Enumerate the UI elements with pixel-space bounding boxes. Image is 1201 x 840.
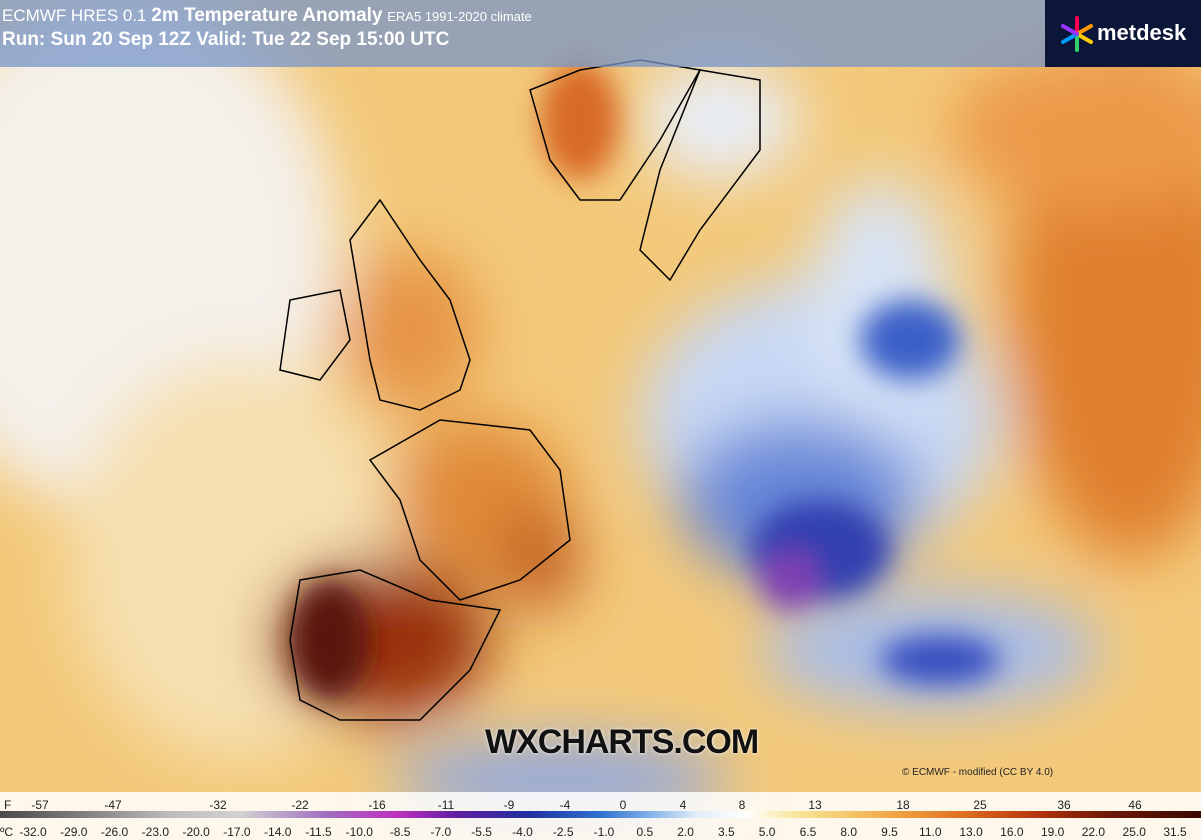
- f-label: -57: [31, 798, 49, 812]
- header-line: ECMWF HRES 0.1 2m Temperature Anomaly ER…: [2, 5, 532, 27]
- c-label: 11.0: [919, 825, 942, 839]
- f-label: 13: [808, 798, 822, 812]
- c-label: 31.5: [1163, 825, 1187, 839]
- c-label: 6.5: [799, 825, 817, 839]
- f-label: -11: [437, 798, 455, 812]
- logo: metdesk: [1045, 0, 1201, 67]
- c-label: -10.0: [345, 825, 373, 839]
- c-label: -20.0: [182, 825, 210, 839]
- f-label: -16: [368, 798, 386, 812]
- run-info: Run: Sun 20 Sep 12Z Valid: Tue 22 Sep 15…: [2, 29, 450, 50]
- c-label: 16.0: [1000, 825, 1024, 839]
- c-label: -23.0: [141, 825, 170, 839]
- c-label: -7.0: [430, 825, 452, 839]
- c-label: -2.5: [552, 825, 574, 839]
- logo-icon: [1061, 16, 1093, 52]
- logo-text: metdesk: [1097, 20, 1187, 45]
- c-label: 25.0: [1122, 825, 1146, 839]
- c-label: -8.5: [389, 825, 411, 839]
- f-label: -4: [559, 798, 571, 812]
- f-label: 18: [896, 798, 910, 812]
- credit: © ECMWF - modified (CC BY 4.0): [902, 767, 1054, 778]
- c-label: -5.5: [471, 825, 492, 839]
- c-label: -26.0: [100, 825, 129, 839]
- c-label: 2.0: [677, 825, 694, 839]
- c-label: 22.0: [1081, 825, 1106, 839]
- model: ECMWF HRES 0.1: [2, 6, 147, 25]
- f-label: -32: [209, 798, 227, 812]
- c-unit: ºC: [0, 825, 14, 839]
- c-label: 9.5: [881, 825, 898, 839]
- c-label: 8.0: [840, 825, 858, 839]
- c-label: -1.0: [593, 825, 615, 839]
- climate: ERA5 1991-2020 climate: [387, 9, 532, 24]
- f-label: 0: [619, 798, 627, 812]
- legend: F -57 -47 -32 -22 -16 -11 -9 -4 0 4 8 13 18 25 36 46 ºC -3…: [0, 792, 1201, 840]
- c-label: -32.0: [19, 825, 47, 839]
- f-unit: F: [4, 798, 12, 812]
- c-label: -4.0: [512, 825, 533, 839]
- c-label: 3.5: [718, 825, 735, 839]
- c-label: -29.0: [60, 825, 88, 839]
- f-label: 8: [738, 798, 746, 812]
- f-label: -47: [104, 798, 122, 812]
- c-label: -17.0: [223, 825, 251, 839]
- header: ECMWF HRES 0.1 2m Temperature Anomaly ER…: [0, 0, 1045, 67]
- c-label: -11.5: [305, 825, 332, 839]
- c-label: 13.0: [959, 825, 983, 839]
- f-label: -9: [503, 798, 515, 812]
- f-label: 4: [679, 798, 687, 812]
- title: 2m Temperature Anomaly: [151, 5, 383, 26]
- watermark: WXCHARTS.COM: [485, 723, 759, 761]
- f-label: 36: [1057, 798, 1071, 812]
- f-label: -22: [291, 798, 309, 812]
- f-label: 46: [1128, 798, 1142, 812]
- c-label: -14.0: [264, 825, 292, 839]
- color-bar: [0, 811, 1201, 818]
- c-label: 5.0: [758, 825, 776, 839]
- c-label: 0.5: [636, 825, 654, 839]
- f-label: 25: [973, 798, 987, 812]
- c-label: 19.0: [1040, 825, 1065, 839]
